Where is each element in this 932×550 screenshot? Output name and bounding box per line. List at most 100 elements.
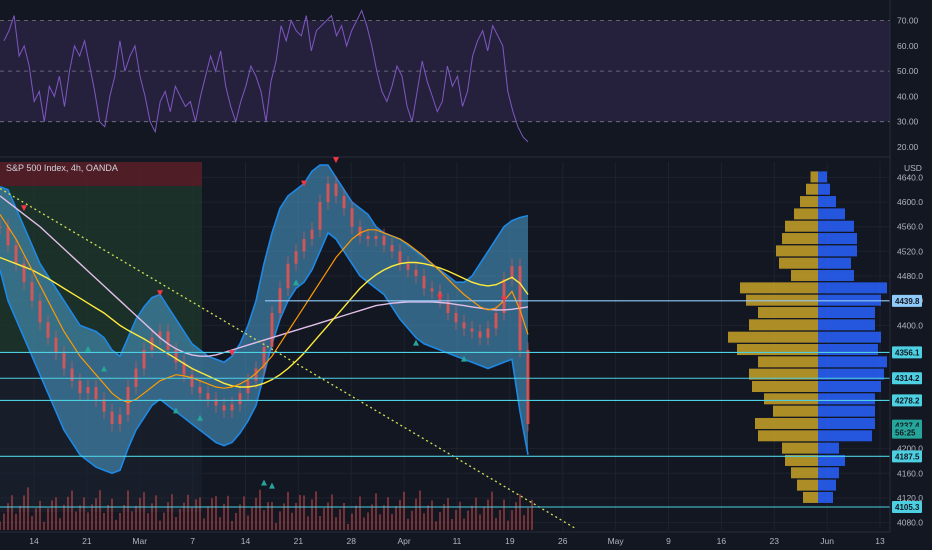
volume-bar: [255, 497, 257, 530]
candle-body: [430, 288, 434, 292]
volume-profile-down: [818, 368, 884, 380]
price-pane[interactable]: S&P 500 Index, 4h, OANDA: [0, 157, 890, 530]
candle-body: [86, 386, 90, 394]
price-tick-label: 4600.0: [897, 197, 923, 207]
time-tick-label: 16: [717, 536, 727, 546]
volume-profile-up: [810, 171, 818, 183]
horizontal-levels[interactable]: [0, 300, 890, 508]
volume-bar: [363, 517, 365, 530]
moving-average-mid: [0, 256, 529, 388]
volume-profile-up: [758, 356, 818, 368]
buy-signal-marker: [101, 365, 107, 372]
volume-profile-down: [818, 294, 881, 306]
buy-signal-marker: [269, 482, 275, 489]
buy-signal-marker: [197, 414, 203, 421]
volume-bar: [67, 496, 69, 530]
moving-average-fast: [0, 214, 529, 404]
price-tag-label: 56:25: [895, 429, 916, 438]
volume-profile-up: [776, 245, 818, 257]
candle-body: [294, 251, 298, 264]
volume-bar: [323, 508, 325, 530]
volume-bar: [195, 499, 197, 530]
volume-bar: [171, 494, 173, 530]
candle-body: [470, 328, 474, 332]
volume-bar: [531, 499, 533, 530]
time-tick-label: 21: [294, 536, 304, 546]
volume-bar: [439, 512, 441, 530]
volume-bar: [287, 491, 289, 530]
volume-bar: [211, 498, 213, 530]
volume-bar: [91, 504, 93, 530]
volume-bar: [467, 510, 469, 530]
time-tick-label: 26: [558, 536, 568, 546]
volume-bar: [475, 497, 477, 530]
volume-bar: [259, 489, 261, 530]
volume-bars: [0, 487, 533, 530]
rsi-pane[interactable]: [0, 9, 890, 143]
candle-body: [334, 183, 338, 196]
candle-body: [494, 313, 498, 329]
trendline[interactable]: [0, 187, 577, 530]
volume-profile-down: [818, 208, 845, 220]
rsi-axis[interactable]: 70.00 60.00 50.00 40.00 30.00 20.00: [897, 16, 919, 152]
volume-profile-up: [758, 430, 818, 442]
volume-bar: [147, 513, 149, 530]
volume-bar: [47, 508, 49, 530]
volume-bar: [7, 503, 9, 530]
volume-bar: [315, 491, 317, 530]
volume-bar: [379, 514, 381, 530]
volume-profile-up: [791, 270, 818, 282]
price-tick-label: 4560.0: [897, 222, 923, 232]
volume-bar: [311, 499, 313, 530]
price-tick-label: 4080.0: [897, 518, 923, 528]
candle-body: [94, 386, 98, 400]
volume-profile-up: [785, 454, 818, 466]
volume-bar: [319, 516, 321, 530]
sell-signal-marker: [21, 205, 27, 212]
candle-body: [462, 322, 466, 329]
candle-body: [118, 414, 122, 424]
candle-body: [310, 229, 314, 240]
volume-bar: [55, 497, 57, 530]
signal-markers: [21, 157, 507, 489]
volume-bar: [339, 509, 341, 530]
volume-profile-up: [728, 331, 818, 343]
volume-profile-up: [782, 233, 818, 245]
volume-bar: [27, 487, 29, 530]
time-axis[interactable]: 14 21 Mar 7 14 21 28 Apr 11 19 26 May 9 16 23 Jun 13: [29, 536, 885, 546]
volume-bar: [123, 505, 125, 530]
volume-profile-up: [749, 319, 818, 331]
volume-bar: [207, 506, 209, 530]
volume-bar: [247, 515, 249, 530]
volume-bar: [351, 513, 353, 530]
volume-bar: [19, 505, 21, 530]
volume-profile-up: [764, 393, 818, 405]
volume-bar: [63, 504, 65, 530]
volume-profile-down: [818, 417, 875, 429]
volume-profile-up: [779, 257, 818, 269]
volume-bar: [491, 491, 493, 530]
candle-body: [502, 279, 506, 314]
volume-bar: [383, 505, 385, 530]
candle-body: [270, 313, 274, 347]
volume-profile-up: [782, 442, 818, 454]
price-tick-label: 4640.0: [897, 172, 923, 182]
time-tick-label: 14: [29, 536, 39, 546]
price-tag-label: 4237.4: [895, 422, 920, 431]
volume-bar: [115, 519, 117, 530]
volume-profile-up: [755, 417, 818, 429]
volume-profile-up: [737, 344, 818, 356]
sell-signal-marker: [301, 180, 307, 187]
volume-profile-up: [791, 467, 818, 479]
volume-bar: [239, 504, 241, 530]
volume-bar: [23, 495, 25, 530]
volume-bar: [103, 513, 105, 530]
time-tick-label: 9: [666, 536, 671, 546]
candle-body: [142, 350, 146, 369]
volume-profile-up: [806, 183, 818, 195]
volume-bar: [515, 502, 517, 530]
volume-bar: [471, 505, 473, 530]
candle-body: [398, 251, 402, 264]
volume-bar: [511, 510, 513, 530]
